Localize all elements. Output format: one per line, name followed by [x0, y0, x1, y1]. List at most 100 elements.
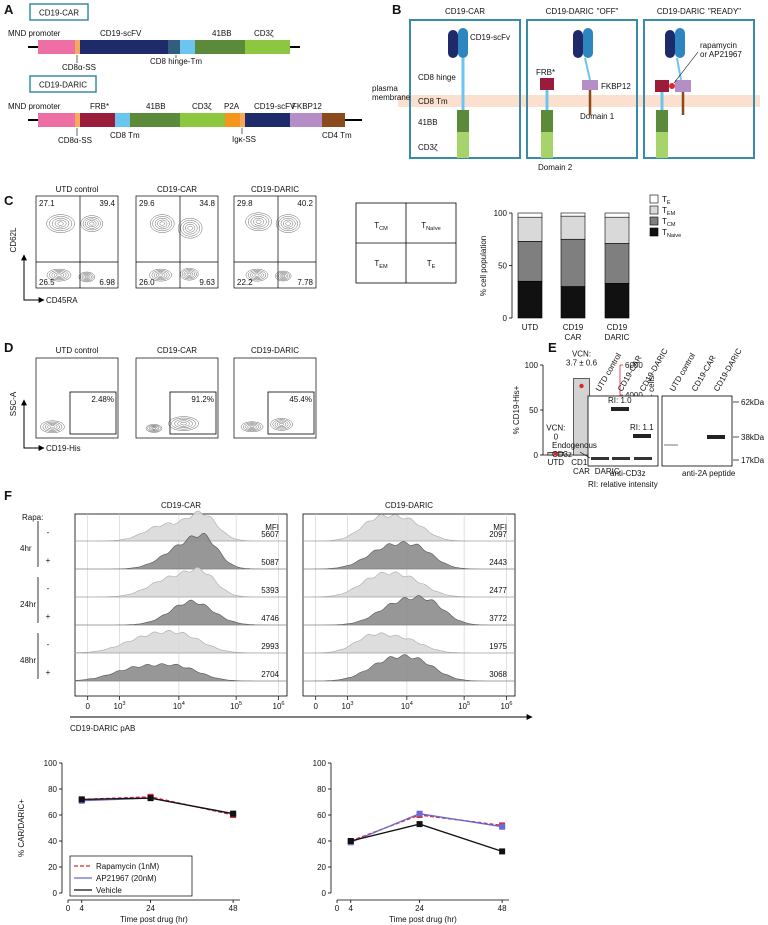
- domain-label: Domain 2: [538, 163, 573, 172]
- gate: [69, 391, 117, 435]
- contour: [47, 424, 58, 430]
- frb: [655, 80, 669, 92]
- contour: [44, 422, 60, 431]
- construct-segment: [80, 40, 168, 54]
- contour: [185, 271, 194, 277]
- mfi-value: 4746: [261, 614, 279, 623]
- panel-label: E: [548, 340, 557, 355]
- contour: [157, 219, 168, 228]
- domain-label: CD8 hinge: [418, 73, 456, 82]
- band: [664, 444, 678, 446]
- mfi-point: [553, 451, 559, 456]
- y-tick-label: 100: [313, 759, 327, 768]
- contour: [283, 219, 294, 228]
- contour: [57, 221, 64, 226]
- bar-segment: [560, 238, 586, 287]
- legend-swatch: [649, 227, 659, 237]
- contour: [177, 217, 203, 239]
- series-line: [350, 814, 503, 842]
- contour: [84, 218, 99, 229]
- y-tick-label: 60: [317, 811, 326, 820]
- y-tick-label: 100: [525, 361, 539, 370]
- segment-label: FKBP12: [292, 102, 322, 111]
- segment-label: CD3ζ: [254, 29, 274, 38]
- segment-label: CD8α-SS: [58, 136, 92, 145]
- x-tick-label: 106: [501, 701, 513, 711]
- mfi-value: 2097: [489, 530, 507, 539]
- bar-segment: [517, 212, 543, 218]
- gate: [267, 391, 315, 435]
- state-title: CD19-DARIC: [657, 7, 705, 16]
- domain-label: 41BB: [418, 118, 438, 127]
- segment-label: 41BB: [146, 102, 166, 111]
- quadrant-value: 26.5: [39, 278, 55, 287]
- contour: [171, 417, 196, 430]
- contour: [154, 217, 170, 230]
- bar-segment: [604, 243, 630, 284]
- contour: [275, 214, 301, 233]
- linker: [584, 57, 591, 81]
- quadrant-value: 9.63: [199, 278, 215, 287]
- contour: [270, 418, 293, 431]
- state-title: CD19-DARIC: [546, 7, 594, 16]
- contour: [279, 422, 285, 426]
- contour: [250, 271, 264, 279]
- contour: [183, 270, 195, 279]
- legend-label: Vehicle: [96, 886, 122, 895]
- scfv-shape: [573, 30, 583, 58]
- membrane-label: membrane: [372, 93, 411, 102]
- x-tick-label: 0: [85, 702, 90, 711]
- rapa-sign: -: [47, 584, 50, 593]
- quadrant-value: 6.98: [99, 278, 115, 287]
- segment-label: FRB*: [90, 102, 109, 111]
- x-tick-label: UTD: [548, 458, 565, 467]
- x-tick-label: 106: [273, 701, 285, 711]
- axis-label: CD19-His: [46, 444, 81, 453]
- scfv-shape: [458, 28, 468, 58]
- x-tick-label: 4: [80, 904, 85, 913]
- x-tick-label: 103: [114, 701, 126, 711]
- ri-label: RI: 1.1: [630, 423, 654, 432]
- band: [612, 457, 630, 460]
- construct-segment: [115, 113, 130, 127]
- contour: [281, 274, 286, 278]
- mfi-title: MFI: [493, 523, 507, 532]
- legend-label: TCM: [662, 217, 676, 228]
- x-axis-label: Time post drug (hr): [389, 915, 457, 924]
- x-tick-label: 0: [313, 702, 318, 711]
- contour: [252, 272, 262, 278]
- contour: [177, 420, 190, 427]
- scfv-shape: [665, 30, 675, 58]
- mfi-value: 5087: [261, 558, 279, 567]
- segment-label: MND promoter: [8, 29, 61, 38]
- mfi-value: 3772: [489, 614, 507, 623]
- point: [416, 810, 423, 817]
- legend-label: TEM: [662, 206, 676, 217]
- quadrant-value: 22.2: [237, 278, 253, 287]
- x-tick-label: 0: [66, 904, 71, 913]
- y-tick-label: 100: [494, 209, 508, 218]
- axis-arrow: [21, 399, 45, 451]
- contour: [174, 419, 193, 429]
- y-axis-label: % cell population: [479, 236, 488, 296]
- legend-swatch: [649, 216, 659, 226]
- contour: [158, 273, 164, 277]
- y-axis-label: % CD19-His+: [512, 385, 521, 434]
- point: [499, 823, 506, 830]
- gate-value: 45.4%: [289, 395, 312, 404]
- domain-label: CD8 Tm: [418, 97, 448, 106]
- contour: [151, 270, 170, 281]
- y-axis-label: % CAR/DARIC+: [17, 799, 26, 857]
- y-tick-label: 20: [317, 863, 326, 872]
- axis-arrow: [21, 254, 45, 303]
- kda-marker: 17kDa: [741, 456, 765, 465]
- contour: [56, 273, 62, 277]
- contour: [49, 216, 73, 232]
- x-tick-label: UTD: [522, 323, 539, 332]
- plot-title: CD19-DARIC: [251, 185, 299, 194]
- rapa-sign: -: [47, 640, 50, 649]
- axis-label: CD62L: [9, 227, 18, 252]
- panel-label: A: [4, 2, 14, 17]
- scfv-shape: [448, 30, 458, 58]
